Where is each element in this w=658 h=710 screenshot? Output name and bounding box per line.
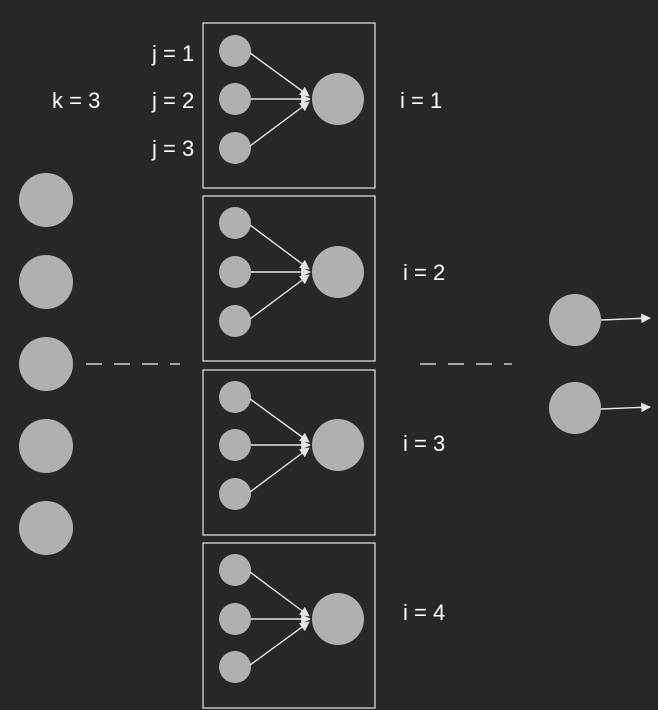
block-1-edge-1 [249,52,310,97]
input-node-1 [19,173,73,227]
block-2-input-node-1 [219,207,251,239]
block-4 [202,542,376,709]
i-label-1: i = 1 [400,88,442,113]
i-label-4: i = 4 [403,600,445,625]
block-2-output-node [312,246,364,298]
input-layer [19,173,73,555]
j-label-1: j = 1 [151,41,194,66]
block-1-output-node [312,73,364,125]
output-node-2 [549,382,601,434]
k-label: k = 3 [52,88,100,113]
block-4-edge-1 [249,571,310,617]
block-1-input-node-1 [219,35,251,67]
i-label-2: i = 2 [403,260,445,285]
input-node-2 [19,255,73,309]
block-1 [202,22,376,189]
block-1-edge-3 [249,101,310,147]
block-3-input-node-3 [219,478,251,510]
output-arrow-1 [600,313,651,324]
block-2-input-node-3 [219,305,251,337]
block-3-edge-1 [249,398,310,443]
block-4-output-node [312,593,364,645]
block-3-output-node [312,419,364,471]
input-node-3 [19,337,73,391]
block-1-frame [202,22,376,189]
output-arrow-2 [600,402,651,413]
block-3-frame [202,369,376,536]
block-2-edge-3 [249,274,310,320]
block-2-edge-1 [249,224,310,270]
block-2 [202,195,376,362]
block-4-frame [202,542,376,709]
block-2-input-node-2 [219,256,251,288]
block-4-input-node-1 [219,554,251,586]
j-label-3: j = 3 [151,136,194,161]
block-1-input-node-2 [219,83,251,115]
block-3-input-node-2 [219,429,251,461]
input-node-5 [19,501,73,555]
j-label-2: j = 2 [151,88,194,113]
block-4-edge-3 [249,621,310,666]
block-4-input-node-2 [219,603,251,635]
block-3-input-node-1 [219,381,251,413]
output-layer [549,294,651,434]
i-label-3: i = 3 [403,431,445,456]
output-node-1 [549,294,601,346]
input-node-4 [19,419,73,473]
block-4-input-node-3 [219,651,251,683]
block-3-edge-3 [249,447,310,493]
block-2-frame [202,195,376,362]
block-3 [202,369,376,536]
block-1-input-node-3 [219,132,251,164]
